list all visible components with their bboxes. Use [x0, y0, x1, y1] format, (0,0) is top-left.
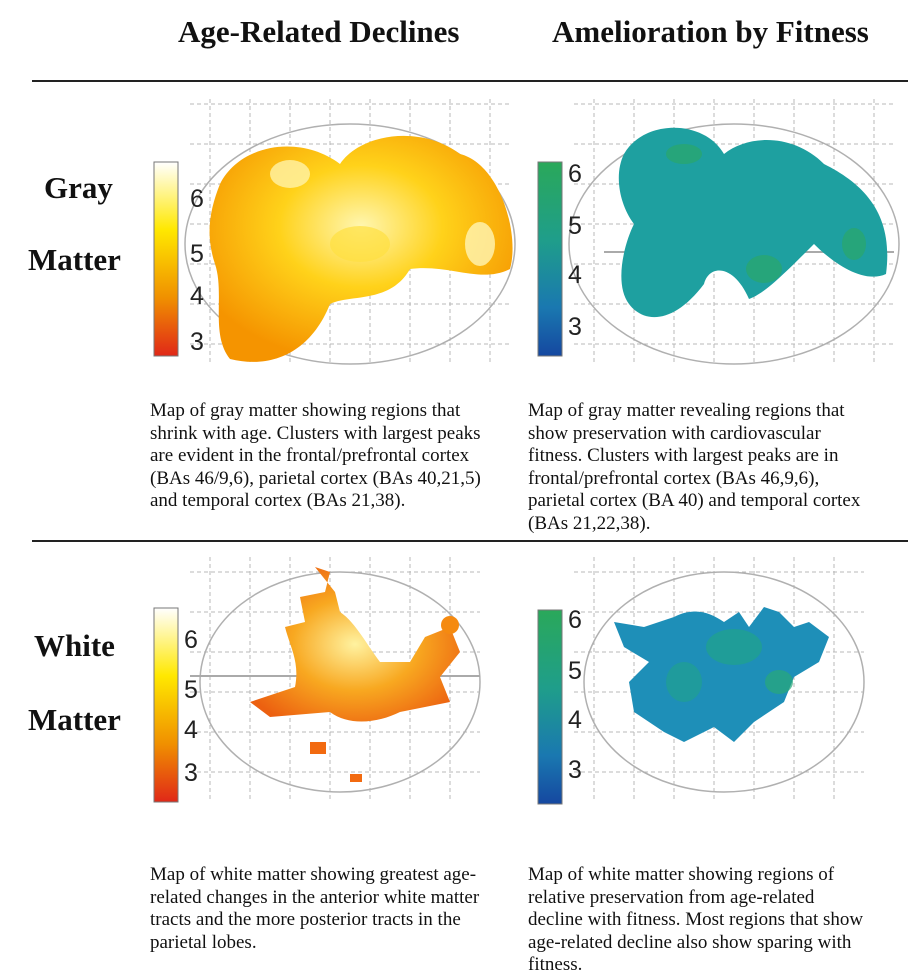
brain-map-white-fitness: 6 5 4 3 [534, 552, 904, 832]
row-label-gray-matter: Matter [28, 242, 121, 277]
colorbar-tick: 5 [568, 657, 582, 685]
caption-white-fitness: Map of white matter showing regions of r… [528, 864, 864, 975]
colorbar-tick: 5 [184, 676, 198, 704]
divider-top [32, 80, 908, 82]
colorbar-tick: 4 [568, 261, 582, 289]
colorbar-tick: 3 [568, 313, 582, 341]
colorbar-tick: 3 [190, 328, 204, 356]
colorbar-tick: 3 [184, 759, 198, 787]
colorbar-tick: 3 [568, 756, 582, 784]
brain-map-gray-age: 6 5 4 3 [150, 94, 520, 374]
row-label-gray: Gray [44, 170, 113, 205]
colorbar-tick: 5 [190, 240, 204, 268]
brain-map-gray-fitness: 6 5 4 3 [534, 94, 904, 374]
colorbar-tick: 6 [568, 606, 582, 634]
caption-white-age: Map of white matter showing greatest age… [150, 864, 480, 953]
header-amelioration-by-fitness: Amelioration by Fitness [552, 14, 869, 49]
colorbar-tick: 5 [568, 212, 582, 240]
caption-gray-age: Map of gray matter showing regions that … [150, 400, 481, 511]
brain-map-white-age: 6 5 4 3 [150, 552, 520, 832]
header-age-related-declines: Age-Related Declines [178, 14, 460, 49]
row-label-white-matter: Matter [28, 702, 121, 737]
colorbar-tick: 6 [184, 626, 198, 654]
caption-gray-fitness: Map of gray matter revealing regions tha… [528, 400, 861, 534]
colorbar-tick: 6 [190, 185, 204, 213]
divider-middle [32, 540, 908, 542]
colorbar-tick: 4 [184, 716, 198, 744]
colorbar-tick: 4 [190, 282, 204, 310]
colorbar-tick: 6 [568, 160, 582, 188]
colorbar-tick: 4 [568, 706, 582, 734]
row-label-white: White [34, 628, 115, 663]
